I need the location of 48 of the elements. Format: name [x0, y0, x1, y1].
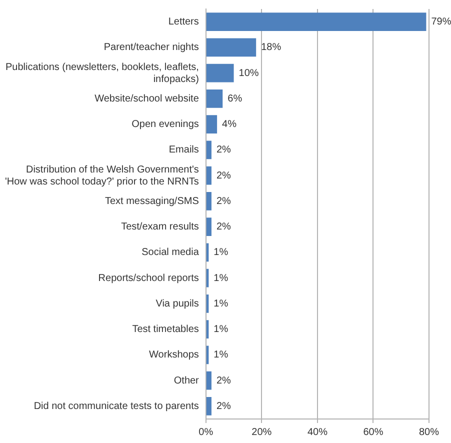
- y-tick-label: Did not communicate tests to parents: [34, 400, 199, 412]
- bar: [206, 140, 212, 160]
- y-tick-label: Parent/teacher nights: [104, 42, 199, 54]
- data-label: 2%: [216, 375, 232, 386]
- y-tick-label: Text messaging/SMS: [104, 196, 200, 207]
- bar: [206, 115, 218, 134]
- bar: [206, 192, 212, 210]
- y-tick-label: Via pupils: [156, 298, 199, 310]
- data-label: 2%: [216, 222, 232, 233]
- y-tick-label: Distribution of the Welsh Government's 'How was school today?' prior to the NRNTs: [4, 164, 199, 188]
- data-label: 1%: [214, 324, 228, 336]
- bar: [206, 12, 426, 31]
- y-tick-label: Open evenings: [132, 119, 199, 130]
- data-label: 10%: [238, 68, 259, 79]
- x-tick-label: 60%: [363, 426, 384, 438]
- data-label: 1%: [214, 247, 228, 258]
- data-label: 1%: [214, 298, 228, 310]
- x-tick-label: 80%: [418, 426, 440, 438]
- y-tick-label: Workshops: [149, 350, 199, 361]
- data-label: 4%: [222, 119, 237, 130]
- x-tick-label: 0%: [198, 426, 214, 438]
- y-tick-label: Other: [174, 375, 200, 386]
- data-label: 2%: [216, 400, 232, 412]
- y-tick-label: Website/school website: [94, 93, 200, 104]
- data-label: 2%: [216, 170, 232, 182]
- y-tick-label: Social media: [142, 247, 200, 258]
- bar: [206, 218, 212, 236]
- bar: [206, 90, 223, 108]
- bar: [206, 166, 212, 185]
- y-tick-label: Reports/school reports: [98, 272, 199, 284]
- y-tick-label: Test/exam results: [121, 222, 199, 233]
- bar: [206, 397, 212, 416]
- data-label: 6%: [228, 93, 242, 104]
- y-tick-label: Letters: [168, 16, 199, 28]
- y-tick-label: Test timetables: [132, 324, 199, 336]
- y-tick-label: Emails: [168, 144, 199, 156]
- x-tick-label: 40%: [307, 426, 328, 438]
- data-label: 1%: [214, 350, 228, 361]
- bar: [206, 38, 256, 57]
- bar: [206, 371, 212, 390]
- data-label: 2%: [216, 196, 232, 207]
- bar: [206, 64, 234, 82]
- data-label: 18%: [261, 42, 282, 54]
- data-label: 1%: [214, 272, 228, 284]
- y-tick-label: Publications (newsletters, booklets, leaflets, infopacks): [5, 62, 199, 85]
- data-label: 2%: [216, 144, 232, 156]
- data-label: 79%: [431, 16, 451, 28]
- x-tick-label: 20%: [252, 426, 272, 438]
